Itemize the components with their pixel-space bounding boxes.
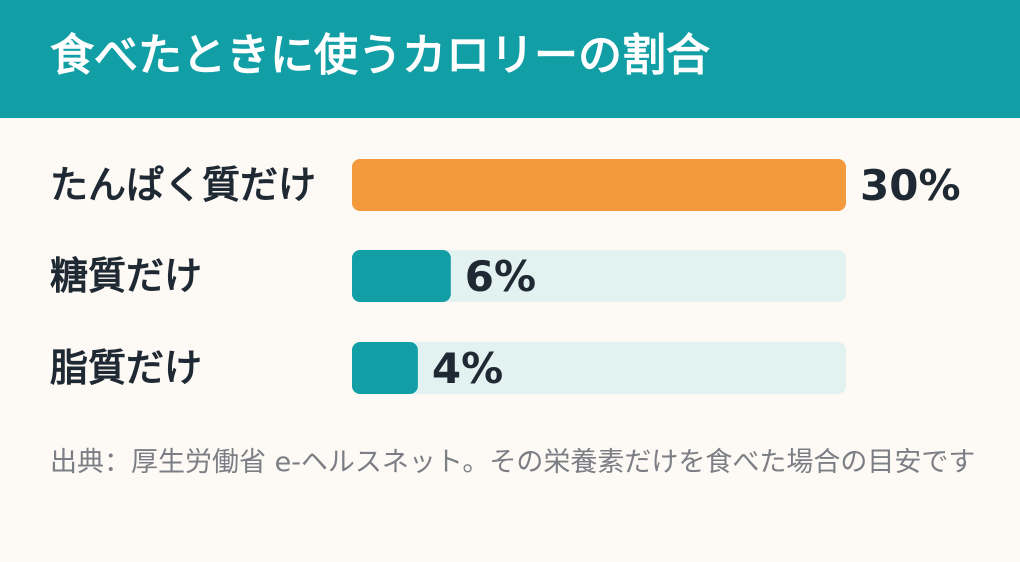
value-label: 30% [860, 161, 961, 210]
source-note: 出典：厚生労働省 e-ヘルスネット。その栄養素だけを食べた場合の目安です [50, 447, 976, 478]
bar [352, 342, 418, 394]
header-banner: 食べたときに使うカロリーの割合 [0, 0, 1020, 118]
bar [352, 250, 451, 302]
category-label: 糖質だけ [50, 254, 202, 298]
bar-chart: たんぱく質だけ 30% 糖質だけ 6% 脂質だけ 4% [50, 159, 961, 394]
value-label: 4% [432, 344, 503, 393]
bar-track [352, 250, 846, 302]
bar [352, 159, 846, 211]
category-label: たんぱく質だけ [50, 163, 316, 207]
chart-title: 食べたときに使うカロリーの割合 [50, 30, 710, 81]
category-label: 脂質だけ [50, 346, 202, 390]
value-label: 6% [465, 252, 536, 301]
bar-track [352, 342, 846, 394]
